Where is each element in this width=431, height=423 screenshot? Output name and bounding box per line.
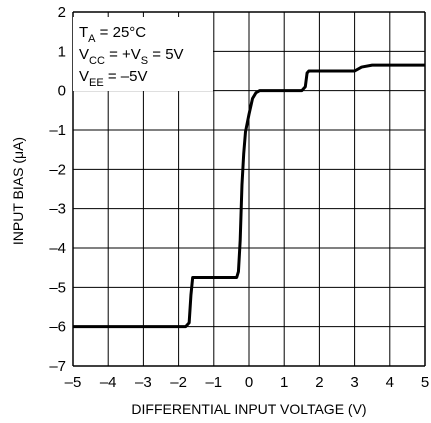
y-tick-label: –3 xyxy=(49,201,66,218)
y-tick-label: –6 xyxy=(49,319,66,336)
y-tick-label: –7 xyxy=(49,358,66,375)
y-tick-label: –5 xyxy=(49,279,66,296)
x-tick-label: 2 xyxy=(315,374,323,391)
y-tick-label: –2 xyxy=(49,161,66,178)
y-tick-labels: 2 1 0 –1 –2 –3 –4 –5 –6 –7 xyxy=(49,4,66,375)
x-tick-label: –2 xyxy=(170,374,187,391)
x-tick-label: 0 xyxy=(245,374,253,391)
series-line xyxy=(73,63,425,329)
conditions-box xyxy=(73,17,213,91)
x-tick-labels: –5 –4 –3 –2 –1 0 1 2 3 4 5 xyxy=(65,374,430,391)
y-tick-label: –4 xyxy=(49,240,66,257)
x-tick-label: 5 xyxy=(421,374,429,391)
x-tick-label: –1 xyxy=(205,374,222,391)
x-tick-label: –4 xyxy=(100,374,117,391)
x-tick-label: 3 xyxy=(350,374,358,391)
condition-vee: VEE = –5V xyxy=(79,68,148,89)
y-tick-label: 0 xyxy=(58,83,66,100)
y-tick-label: 1 xyxy=(58,43,66,60)
x-tick-label: –3 xyxy=(135,374,152,391)
y-axis-label: INPUT BIAS (μA) xyxy=(10,137,26,245)
x-tick-label: –5 xyxy=(65,374,82,391)
y-tick-label: 2 xyxy=(58,4,66,21)
x-tick-label: 1 xyxy=(280,374,288,391)
x-tick-label: 4 xyxy=(386,374,394,391)
y-tick-label: –1 xyxy=(49,122,66,139)
grid xyxy=(72,11,426,367)
condition-temperature: TA = 25°C xyxy=(79,24,146,45)
condition-vcc: VCC = +VS = 5V xyxy=(79,46,184,67)
x-axis-label: DIFFERENTIAL INPUT VOLTAGE (V) xyxy=(131,401,366,417)
